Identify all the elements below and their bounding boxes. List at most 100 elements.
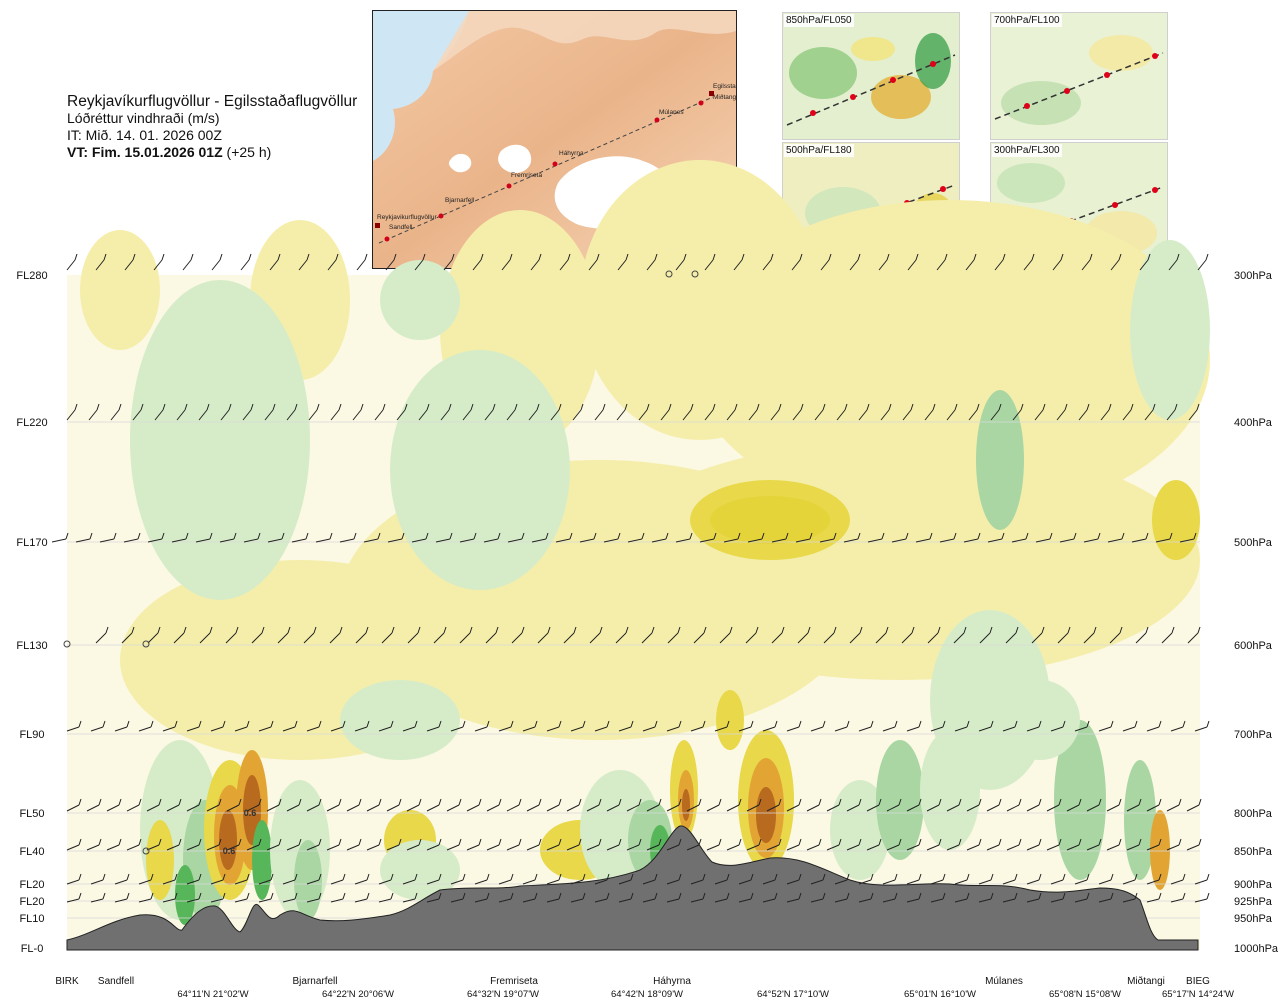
mini-map-700hpa: 700hPa/FL100	[990, 12, 1168, 140]
wind-barb-feather	[278, 838, 282, 846]
wind-barb-feather	[1182, 873, 1186, 881]
wind-barb	[154, 409, 164, 421]
wind-barb	[1012, 409, 1022, 421]
wind-barb-feather	[126, 720, 130, 728]
wind-barb-feather	[818, 798, 822, 806]
wind-barb	[186, 898, 200, 903]
wind-barb-feather	[758, 798, 762, 806]
wind-barb	[206, 804, 220, 812]
mini-map-850hpa-svg	[783, 13, 959, 139]
mini-map-label: 850hPa/FL050	[784, 14, 854, 27]
wind-barb	[146, 844, 160, 851]
wind-barb	[1146, 726, 1160, 732]
wind-barb-feather	[596, 253, 600, 261]
wind-barb-feather	[198, 873, 202, 881]
wind-barb	[66, 898, 80, 903]
wind-barb	[882, 726, 896, 732]
airport-marker-birk	[375, 223, 380, 228]
wind-barb-feather	[438, 838, 442, 846]
wind-barb-feather	[712, 253, 716, 261]
wind-barb-feather	[1130, 403, 1134, 411]
wind-barb-feather	[514, 403, 518, 411]
wind-barb-feather	[1176, 253, 1180, 261]
valid-time-lead: (+25 h)	[226, 144, 272, 160]
wind-barb	[594, 898, 608, 903]
route-label-sandfell: Sandfell	[389, 224, 413, 231]
valid-time: VT: Fim. 15.01.2026 01Z (+25 h)	[67, 144, 357, 161]
calm-wind-circle	[691, 270, 699, 278]
route-point	[384, 236, 390, 242]
wind-barb	[219, 538, 235, 543]
wind-barb-feather	[774, 720, 778, 728]
wind-barb-feather	[1108, 403, 1112, 411]
wind-barb	[589, 632, 601, 644]
wind-barb	[385, 259, 395, 271]
wind-barb	[126, 804, 140, 812]
mini-map-850hpa: 850hPa/FL050	[782, 12, 960, 140]
wind-barb-feather	[929, 532, 933, 540]
wind-barb-feather	[318, 720, 322, 728]
wind-barb	[1106, 804, 1120, 812]
wind-barb-feather	[198, 838, 202, 846]
wind-barb-feather	[654, 892, 658, 900]
wind-barb-feather	[161, 532, 165, 540]
velocity-contour	[146, 820, 174, 900]
wind-barb	[1122, 898, 1136, 903]
wind-barb	[666, 804, 680, 812]
wind-barb-feather	[665, 532, 669, 540]
wind-barb	[1026, 844, 1040, 851]
wind-barb	[786, 898, 800, 903]
coordinate-label: 65°01'N 16°10'W	[904, 989, 976, 1000]
wind-barb	[660, 409, 670, 421]
wind-barb	[86, 804, 100, 812]
wind-barb	[1161, 632, 1173, 644]
wind-barb-feather	[1086, 873, 1090, 881]
pressure-level-label: 400hPa	[1234, 417, 1273, 429]
wind-barb-feather	[905, 532, 909, 540]
wind-barb-feather	[158, 838, 162, 846]
wind-barb	[1066, 804, 1080, 812]
wind-barb	[498, 726, 512, 732]
wind-barb	[1166, 804, 1180, 812]
wind-barb-feather	[364, 253, 368, 261]
wind-barb	[426, 726, 440, 732]
axis-labels: FL280 FL220 FL170 FL130 FL90 FL50 FL40 FL20 FL20…	[16, 270, 1279, 955]
station-label: BIRK	[55, 976, 79, 987]
wind-barb-feather	[342, 892, 346, 900]
wind-barb-feather	[272, 403, 276, 411]
wind-barb-feather	[989, 626, 993, 634]
wind-barb	[771, 538, 787, 543]
wind-barb-feather	[618, 838, 622, 846]
wind-barb	[1006, 844, 1020, 851]
wind-barb-feather	[729, 626, 733, 634]
mini-map-label: 500hPa/FL180	[784, 144, 854, 157]
wind-barb	[726, 844, 740, 851]
wind-barb	[936, 259, 946, 271]
wind-barb-feather	[1062, 892, 1066, 900]
wind-barb	[555, 538, 571, 543]
wind-barb-feather	[942, 873, 946, 881]
wind-barb	[1098, 879, 1112, 885]
wind-barb	[484, 409, 494, 421]
wind-barb-feather	[558, 403, 562, 411]
wind-barb	[704, 409, 714, 421]
wind-barb-feather	[1014, 720, 1018, 728]
wind-barb-feather	[958, 798, 962, 806]
wind-barb	[1106, 844, 1120, 851]
wind-barb-feather	[401, 532, 405, 540]
wind-barb	[326, 844, 340, 851]
wind-barb-feather	[998, 403, 1002, 411]
wind-barb	[1081, 259, 1091, 271]
wind-barb-feather	[495, 626, 499, 634]
wind-barb	[615, 632, 627, 644]
velocity-contour	[340, 680, 460, 760]
wind-barb-feather	[598, 798, 602, 806]
wind-barb-feather	[418, 798, 422, 806]
wind-barb-feather	[898, 798, 902, 806]
wind-barb-feather	[844, 403, 848, 411]
wind-barb	[450, 726, 464, 732]
wind-barb-feather	[473, 532, 477, 540]
wind-barb-feather	[822, 720, 826, 728]
wind-barb	[386, 804, 400, 812]
wind-barb	[354, 898, 368, 903]
